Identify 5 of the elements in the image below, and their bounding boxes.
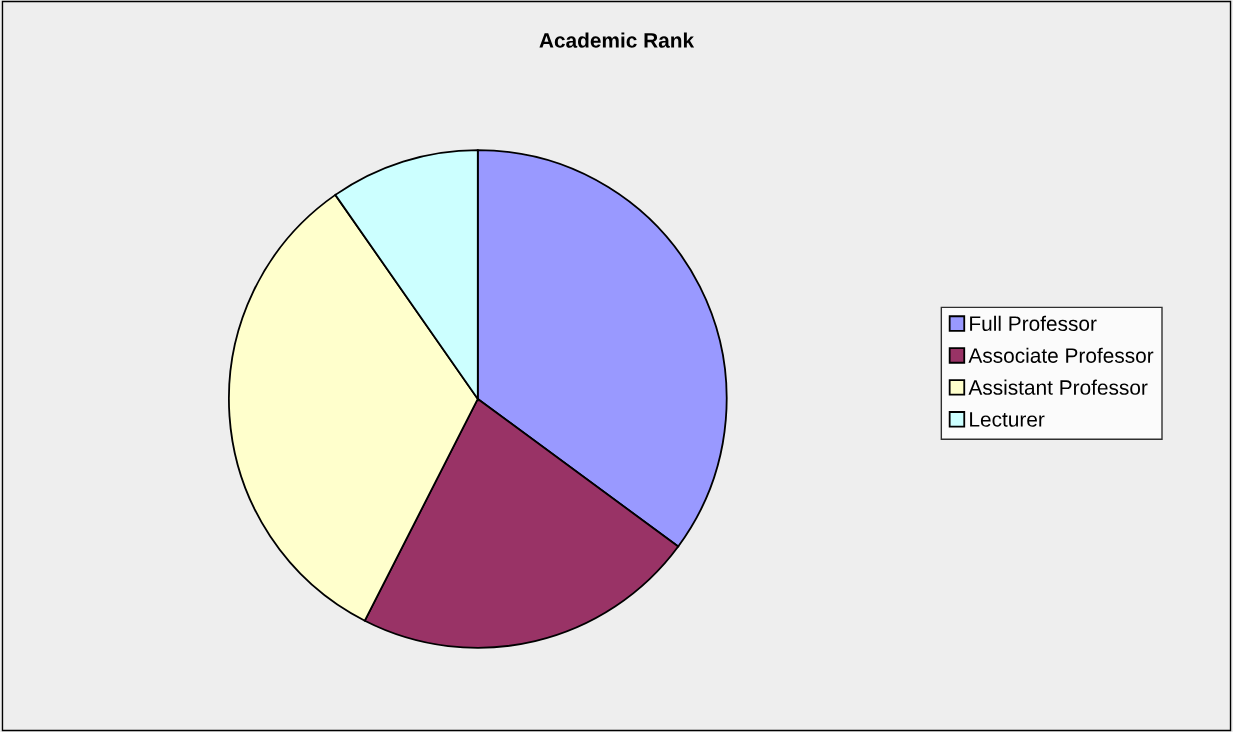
- legend-label: Lecturer: [970, 412, 1045, 427]
- legend-label: Associate Professor: [968, 347, 1154, 363]
- chart-title: Academic Rank: [539, 32, 695, 48]
- legend-label: Full Professor: [970, 315, 1097, 332]
- legend-label: Assistant Professor: [968, 379, 1148, 395]
